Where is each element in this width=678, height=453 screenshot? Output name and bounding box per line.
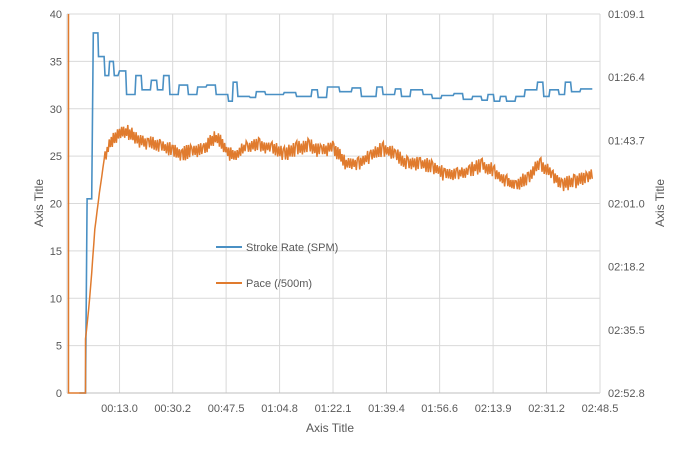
- x-tick-label: 00:13.0: [101, 403, 138, 415]
- y-right-axis-title: Axis Title: [653, 179, 667, 227]
- left-tick-label: 20: [50, 199, 62, 211]
- legend: Stroke Rate (SPM) Pace (/500m): [216, 242, 338, 290]
- left-tick-label: 35: [50, 56, 62, 68]
- right-tick-label: 02:52.8: [608, 388, 645, 400]
- left-tick-label: 25: [50, 151, 62, 163]
- x-tick-label: 01:56.6: [421, 403, 458, 415]
- legend-label-pace: Pace (/500m): [246, 278, 312, 290]
- x-tick-label: 02:48.5: [582, 403, 619, 415]
- y-left-axis-title: Axis Title: [32, 179, 46, 227]
- right-tick-label: 02:35.5: [608, 325, 645, 337]
- left-tick-label: 10: [50, 293, 62, 305]
- x-tick-label: 01:22.1: [315, 403, 352, 415]
- right-tick-label: 02:01.0: [608, 199, 645, 211]
- x-axis-ticks: 00:13.0 00:30.2 00:47.5 01:04.8 01:22.1 01:39…: [101, 403, 618, 415]
- left-tick-label: 15: [50, 246, 62, 258]
- left-tick-label: 30: [50, 104, 62, 116]
- right-tick-label: 01:26.4: [608, 72, 645, 84]
- x-tick-label: 00:47.5: [208, 403, 245, 415]
- left-tick-label: 5: [56, 341, 62, 353]
- x-tick-label: 02:31.2: [528, 403, 565, 415]
- x-tick-label: 01:39.4: [368, 403, 405, 415]
- series-layer: [67, 14, 594, 394]
- x-tick-label: 02:13.9: [475, 403, 512, 415]
- x-tick-label: 01:04.8: [261, 403, 298, 415]
- right-tick-label: 01:09.1: [608, 9, 645, 21]
- series-pace-line: [67, 14, 594, 394]
- right-axis-ticks: 01:09.1 01:26.4 01:43.7 02:01.0 02:18.2 02:35…: [608, 9, 645, 400]
- right-tick-label: 01:43.7: [608, 135, 645, 147]
- axis-lines: [66, 14, 601, 394]
- left-tick-label: 0: [56, 388, 62, 400]
- left-tick-label: 40: [50, 9, 62, 21]
- left-axis-ticks: 0 5 10 15 20 25 30 35 40: [50, 9, 62, 400]
- x-tick-label: 00:30.2: [154, 403, 191, 415]
- legend-label-stroke-rate: Stroke Rate (SPM): [246, 242, 338, 254]
- series-stroke-rate-line: [79, 32, 593, 394]
- right-tick-label: 02:18.2: [608, 262, 645, 274]
- gridlines: [67, 13, 601, 394]
- x-axis-title: Axis Title: [306, 421, 354, 435]
